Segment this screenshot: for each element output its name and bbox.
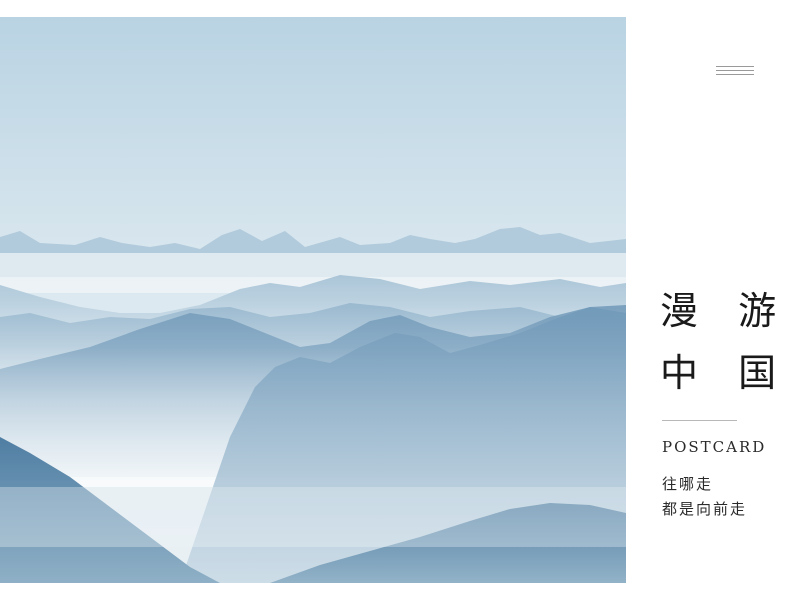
menu-icon-line xyxy=(716,74,754,75)
postcard-title: 漫 游 中 国 xyxy=(660,280,780,404)
menu-icon-line xyxy=(716,70,754,71)
postcard-tagline: 往哪走 都是向前走 xyxy=(662,472,747,522)
divider xyxy=(662,420,737,421)
postcard-subtitle: POSTCARD xyxy=(662,438,767,456)
title-line-2: 中 国 xyxy=(660,351,791,395)
hamburger-menu-icon[interactable] xyxy=(716,66,754,80)
menu-icon-line xyxy=(716,66,754,67)
tagline-line-1: 往哪走 xyxy=(662,475,714,493)
tagline-line-2: 都是向前走 xyxy=(662,500,748,518)
title-line-1: 漫 游 xyxy=(660,289,791,333)
misty-mountains-image xyxy=(0,17,626,583)
mountain-landscape-photo xyxy=(0,17,626,583)
